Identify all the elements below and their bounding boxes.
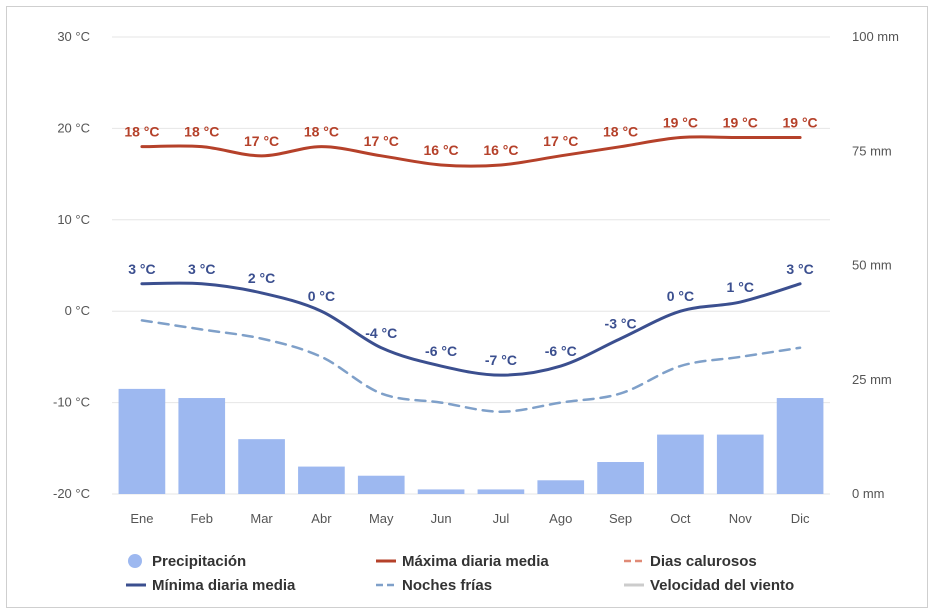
legend-label: Noches frías — [402, 577, 492, 594]
data-label: -3 °C — [605, 316, 637, 332]
data-label: 19 °C — [723, 115, 758, 131]
data-labels: 18 °C 18 °C 17 °C 18 °C 17 °C 16 °C 16 °C 17 °C… — [124, 115, 817, 369]
precipitation-bar — [537, 480, 585, 494]
precipitation-bar — [477, 489, 525, 494]
data-label: 17 °C — [244, 133, 279, 149]
x-tick-label: Mar — [250, 511, 273, 526]
legend-label: Máxima diaria media — [402, 553, 549, 570]
data-label: 19 °C — [782, 115, 817, 131]
legend-item: Precipitación — [128, 553, 246, 570]
cold-nights-line — [140, 319, 802, 413]
y-axis-right: 100 mm 75 mm 50 mm 25 mm 0 mm — [852, 29, 899, 501]
x-tick-label: Ago — [549, 511, 572, 526]
y-right-tick-label: 75 mm — [852, 143, 892, 158]
x-tick-label: May — [369, 511, 394, 526]
x-tick-label: Jun — [431, 511, 452, 526]
temperature-lines — [140, 135, 802, 413]
legend-label: Velocidad del viento — [650, 577, 794, 594]
y-left-tick-label: 20 °C — [57, 120, 90, 135]
data-label: 0 °C — [308, 288, 335, 304]
data-label: 2 °C — [248, 270, 275, 286]
precipitation-bar — [417, 489, 465, 494]
precipitation-bar — [298, 466, 345, 494]
x-tick-label: Jul — [493, 511, 510, 526]
legend: Precipitación Máxima diaria media Dias cal… — [126, 553, 794, 594]
y-left-tick-label: 10 °C — [57, 212, 90, 227]
gridlines — [112, 36, 830, 495]
y-axis-left: 30 °C 20 °C 10 °C 0 °C -10 °C -20 °C — [53, 29, 90, 501]
y-left-tick-label: -20 °C — [53, 486, 90, 501]
precipitation-bar — [238, 439, 285, 494]
precipitation-bar — [657, 434, 704, 494]
max-temp-line — [140, 135, 802, 168]
data-label: -7 °C — [485, 352, 517, 368]
precipitation-bar — [776, 398, 824, 494]
legend-label: Mínima diaria media — [152, 577, 296, 594]
precipitation-bar — [118, 388, 166, 494]
data-label: 0 °C — [667, 288, 694, 304]
data-label: 16 °C — [483, 142, 518, 158]
data-label: 18 °C — [304, 124, 339, 140]
data-label: -6 °C — [425, 343, 457, 359]
y-left-tick-label: 0 °C — [65, 303, 90, 318]
data-label: 3 °C — [188, 261, 215, 277]
data-label: 18 °C — [124, 124, 159, 140]
precipitation-bar — [716, 434, 764, 494]
data-label: 18 °C — [184, 124, 219, 140]
data-label: 17 °C — [543, 133, 578, 149]
legend-label: Precipitación — [152, 553, 246, 570]
x-axis: Ene Feb Mar Abr May Jun Jul Ago Sep Oct Nov Dic — [130, 511, 810, 526]
legend-marker-circle — [128, 554, 142, 568]
precipitation-bar — [357, 475, 405, 494]
data-label: 17 °C — [364, 133, 399, 149]
legend-item: Noches frías — [376, 577, 492, 594]
data-label: 18 °C — [603, 124, 638, 140]
x-tick-label: Abr — [311, 511, 332, 526]
legend-item: Dias calurosos — [624, 553, 757, 570]
y-left-tick-label: -10 °C — [53, 395, 90, 410]
precipitation-bar — [597, 462, 644, 494]
y-right-tick-label: 25 mm — [852, 372, 892, 387]
precipitation-bars — [118, 388, 824, 494]
chart-frame — [6, 6, 928, 608]
legend-item: Velocidad del viento — [624, 577, 794, 594]
x-tick-label: Nov — [729, 511, 753, 526]
data-label: 1 °C — [727, 279, 754, 295]
min-temp-line — [140, 281, 802, 377]
y-right-tick-label: 50 mm — [852, 258, 892, 273]
legend-item: Mínima diaria media — [126, 577, 296, 594]
x-tick-label: Dic — [791, 511, 810, 526]
data-label: 3 °C — [128, 261, 155, 277]
legend-item: Máxima diaria media — [376, 553, 549, 570]
y-left-tick-label: 30 °C — [57, 29, 90, 44]
y-right-tick-label: 0 mm — [852, 486, 885, 501]
data-label: 16 °C — [423, 142, 458, 158]
legend-label: Dias calurosos — [650, 553, 757, 570]
data-label: 3 °C — [786, 261, 813, 277]
precipitation-bar — [178, 398, 226, 494]
x-tick-label: Oct — [670, 511, 691, 526]
data-label: -6 °C — [545, 343, 577, 359]
x-tick-label: Ene — [130, 511, 153, 526]
data-label: -4 °C — [365, 325, 397, 341]
data-label: 19 °C — [663, 115, 698, 131]
x-tick-label: Sep — [609, 511, 632, 526]
y-right-tick-label: 100 mm — [852, 29, 899, 44]
x-tick-label: Feb — [191, 511, 213, 526]
